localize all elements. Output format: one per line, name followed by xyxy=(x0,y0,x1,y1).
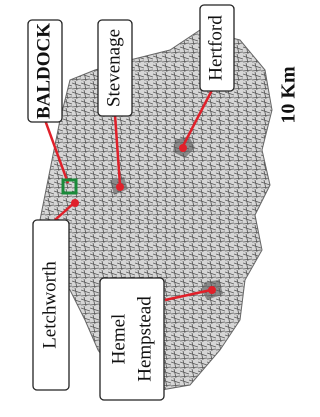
town-label: Hertford xyxy=(205,15,226,81)
town-dot xyxy=(71,199,79,207)
scale-label: 10 Km xyxy=(278,66,300,124)
town-dot xyxy=(116,183,124,191)
town-dot xyxy=(208,286,216,294)
town-label: Hempstead xyxy=(134,296,155,382)
town-dot xyxy=(179,144,187,152)
town-label: Stevenage xyxy=(103,29,124,107)
town-label: Hemel xyxy=(108,314,129,365)
town-label: BALDOCK xyxy=(33,23,54,119)
map: BALDOCK Stevenage Hertford Letchworth He… xyxy=(0,0,310,417)
town-label: Letchworth xyxy=(39,261,60,349)
